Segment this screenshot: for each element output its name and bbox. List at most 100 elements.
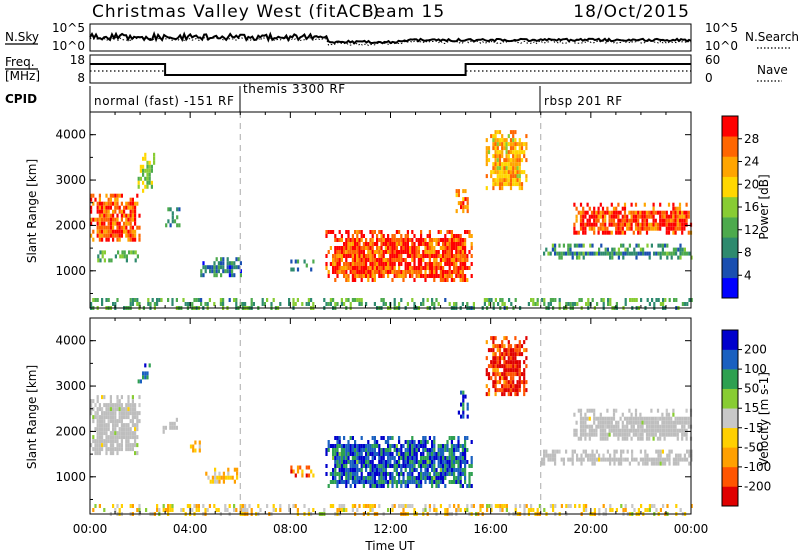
data-cell xyxy=(455,193,458,198)
data-cell xyxy=(406,448,409,452)
data-cell xyxy=(588,214,591,219)
data-cell xyxy=(457,508,460,512)
data-cell xyxy=(677,457,680,462)
data-cell xyxy=(123,435,126,440)
data-cell xyxy=(498,166,502,171)
data-cell xyxy=(229,475,232,480)
data-cell xyxy=(663,210,666,215)
data-cell xyxy=(139,176,142,181)
data-cell xyxy=(107,221,110,226)
data-cell xyxy=(351,254,354,258)
data-cell xyxy=(433,444,436,448)
data-cell xyxy=(101,435,104,440)
data-cell xyxy=(450,444,453,448)
data-cell xyxy=(345,250,348,254)
data-cell xyxy=(609,461,612,466)
data-cell xyxy=(448,258,451,262)
data-cell xyxy=(354,444,357,448)
data-cell xyxy=(411,448,414,452)
data-cell xyxy=(608,230,611,235)
data-cell xyxy=(685,202,688,207)
data-cell xyxy=(398,440,401,444)
colorbar-tick-label: 100 xyxy=(744,362,767,376)
data-cell xyxy=(146,168,149,173)
data-cell xyxy=(424,250,427,254)
data-cell xyxy=(457,238,460,242)
data-cell xyxy=(597,226,600,231)
data-cell xyxy=(437,238,440,242)
data-cell xyxy=(466,414,469,419)
data-cell xyxy=(158,508,161,512)
data-cell xyxy=(520,380,524,385)
data-cell xyxy=(617,251,620,256)
data-cell xyxy=(591,461,594,466)
data-cell xyxy=(371,480,374,484)
data-cell xyxy=(244,302,247,306)
data-cell xyxy=(565,504,568,508)
data-cell xyxy=(453,448,456,452)
data-cell xyxy=(523,150,526,155)
data-cell xyxy=(194,448,197,453)
data-cell xyxy=(420,238,423,242)
data-cell xyxy=(323,298,326,302)
data-cell xyxy=(296,298,299,302)
data-cell xyxy=(668,457,671,462)
data-cell xyxy=(406,254,409,258)
data-cell xyxy=(639,449,642,454)
data-cell xyxy=(514,504,517,508)
data-cell xyxy=(648,424,651,429)
data-cell xyxy=(227,471,230,476)
data-cell xyxy=(413,476,416,480)
data-cell xyxy=(92,298,95,302)
data-cell xyxy=(116,221,119,226)
data-cell xyxy=(362,258,365,262)
data-cell xyxy=(444,484,447,488)
data-cell xyxy=(606,436,609,441)
data-cell xyxy=(562,461,565,466)
data-cell xyxy=(453,476,456,480)
data-cell xyxy=(685,214,688,219)
data-cell xyxy=(455,460,458,464)
data-cell xyxy=(635,298,638,302)
data-cell xyxy=(96,411,99,416)
data-cell xyxy=(687,230,690,235)
data-cell xyxy=(518,384,521,389)
data-cell xyxy=(659,210,662,215)
data-cell xyxy=(604,436,607,441)
data-cell xyxy=(409,448,412,452)
data-cell xyxy=(129,302,132,306)
data-cell xyxy=(652,210,655,215)
data-cell xyxy=(509,352,513,357)
y-tick-label: 3000 xyxy=(55,173,86,187)
data-cell xyxy=(116,403,119,408)
data-cell xyxy=(648,416,651,421)
data-cell xyxy=(395,230,398,234)
data-cell xyxy=(455,476,458,480)
data-cell xyxy=(598,247,601,252)
data-cell xyxy=(435,468,438,472)
data-cell xyxy=(593,412,596,417)
data-cell xyxy=(554,449,557,454)
data-cell xyxy=(103,258,106,263)
data-cell xyxy=(634,416,638,421)
data-cell xyxy=(446,444,449,448)
data-cell xyxy=(404,456,407,460)
data-cell xyxy=(356,480,359,484)
data-cell xyxy=(641,420,644,425)
data-cell xyxy=(503,392,506,397)
data-cell xyxy=(345,508,348,512)
data-cell xyxy=(681,428,684,433)
data-cell xyxy=(464,472,467,476)
data-cell xyxy=(413,440,416,444)
data-cell xyxy=(156,504,159,508)
data-cell xyxy=(360,250,363,254)
data-cell xyxy=(444,448,447,452)
data-cell xyxy=(99,258,102,263)
data-cell xyxy=(404,238,407,242)
data-cell xyxy=(400,464,403,468)
data-cell xyxy=(518,182,521,187)
data-cell xyxy=(507,352,510,357)
data-cell xyxy=(547,457,550,462)
data-cell xyxy=(645,218,649,223)
data-cell xyxy=(296,465,300,470)
